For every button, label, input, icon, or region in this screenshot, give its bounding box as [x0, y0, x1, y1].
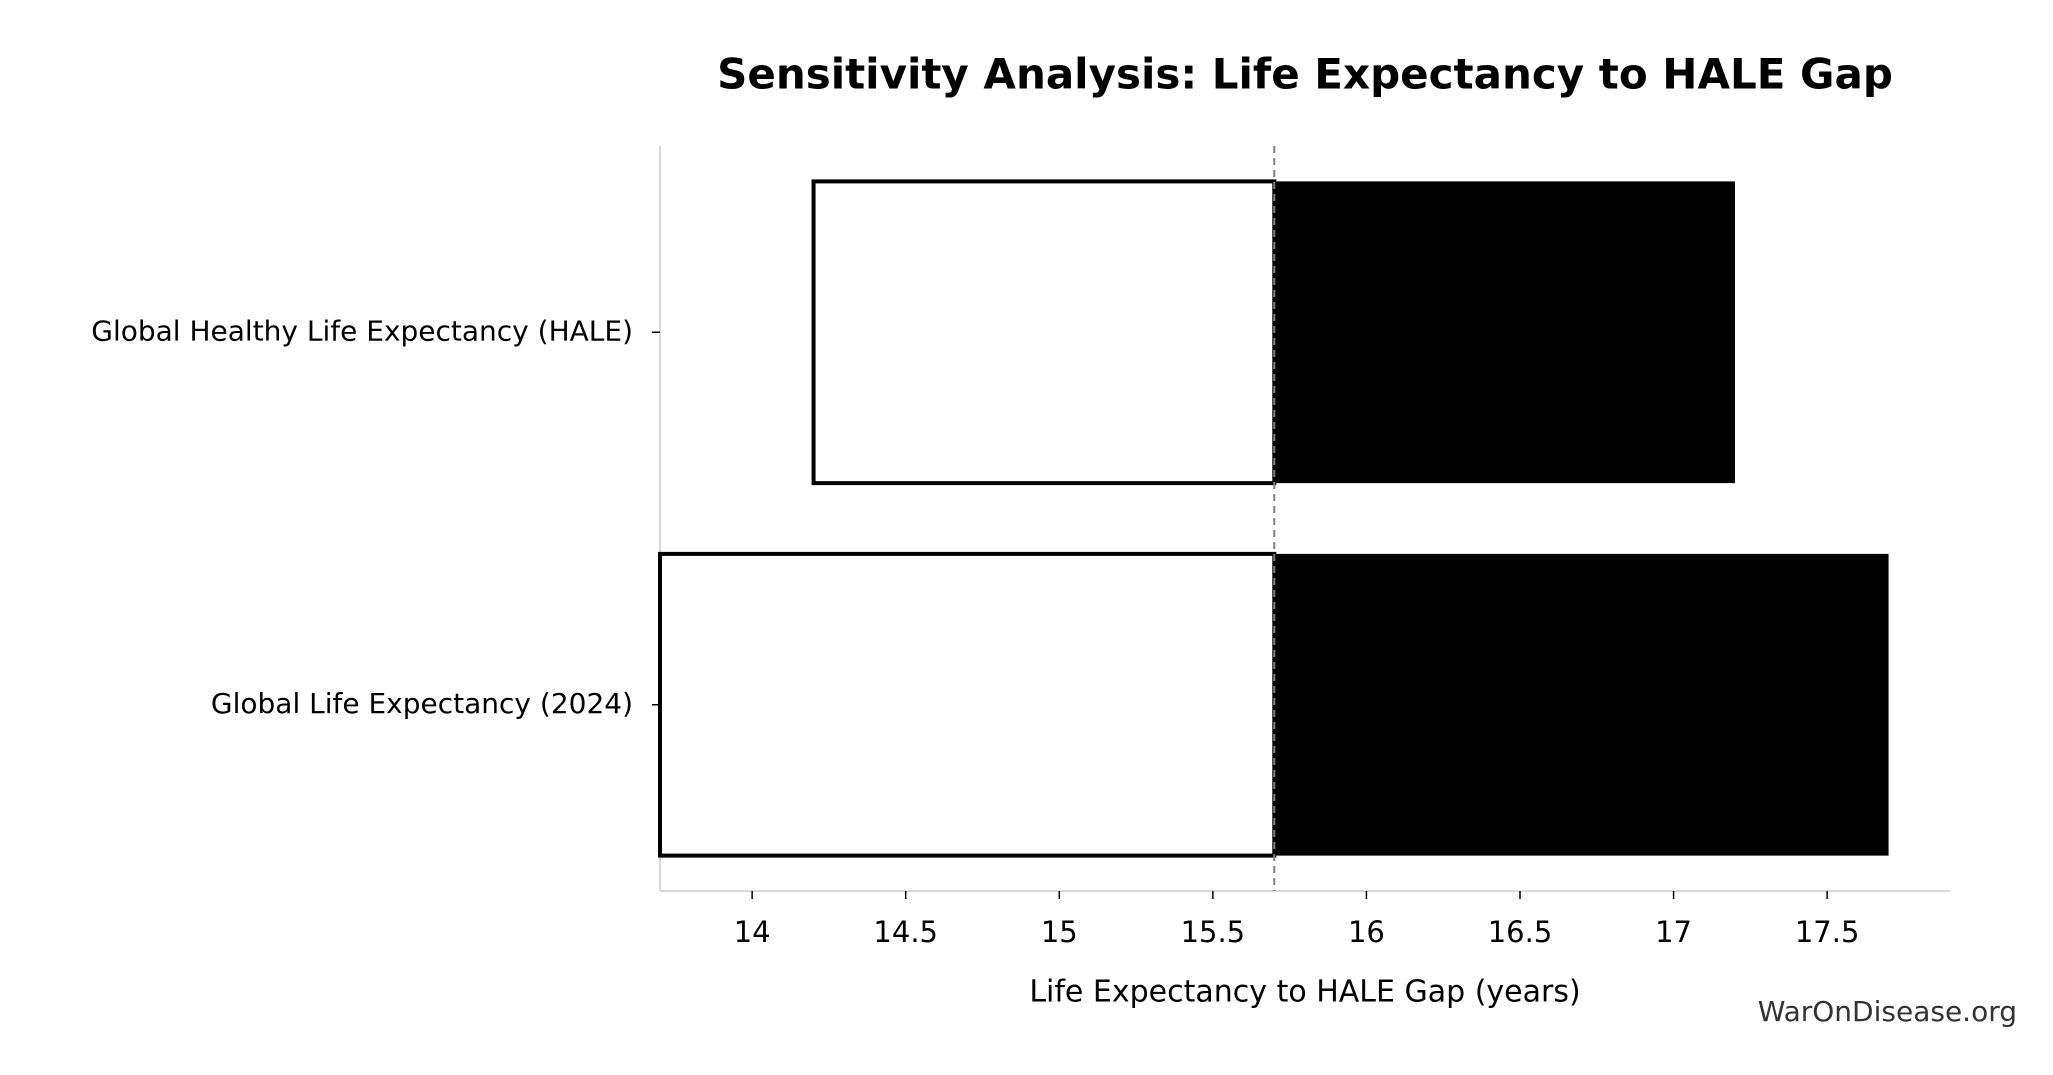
bar: [1274, 553, 1889, 856]
bar: [1274, 181, 1735, 484]
x-tick-label: 16.5: [1488, 915, 1553, 949]
y-tick-label: Global Life Expectancy (2024): [211, 687, 633, 720]
x-tick-label: 16: [1348, 915, 1385, 949]
x-axis-label: Life Expectancy to HALE Gap (years): [1029, 975, 1580, 1010]
bar: [811, 179, 1277, 486]
source-label: WarOnDisease.org: [1758, 995, 2017, 1028]
x-tick-label: 14: [734, 915, 771, 949]
x-tick-label: 15: [1041, 915, 1078, 949]
x-tick-label: 17.5: [1795, 915, 1860, 949]
bar: [658, 551, 1277, 858]
chart-title: Sensitivity Analysis: Life Expectancy to…: [717, 50, 1893, 99]
x-tick-label: 14.5: [873, 915, 938, 949]
x-tick-label: 17: [1655, 915, 1692, 949]
x-tick-label: 15.5: [1181, 915, 1246, 949]
y-tick-label: Global Healthy Life Expectancy (HALE): [91, 314, 633, 347]
